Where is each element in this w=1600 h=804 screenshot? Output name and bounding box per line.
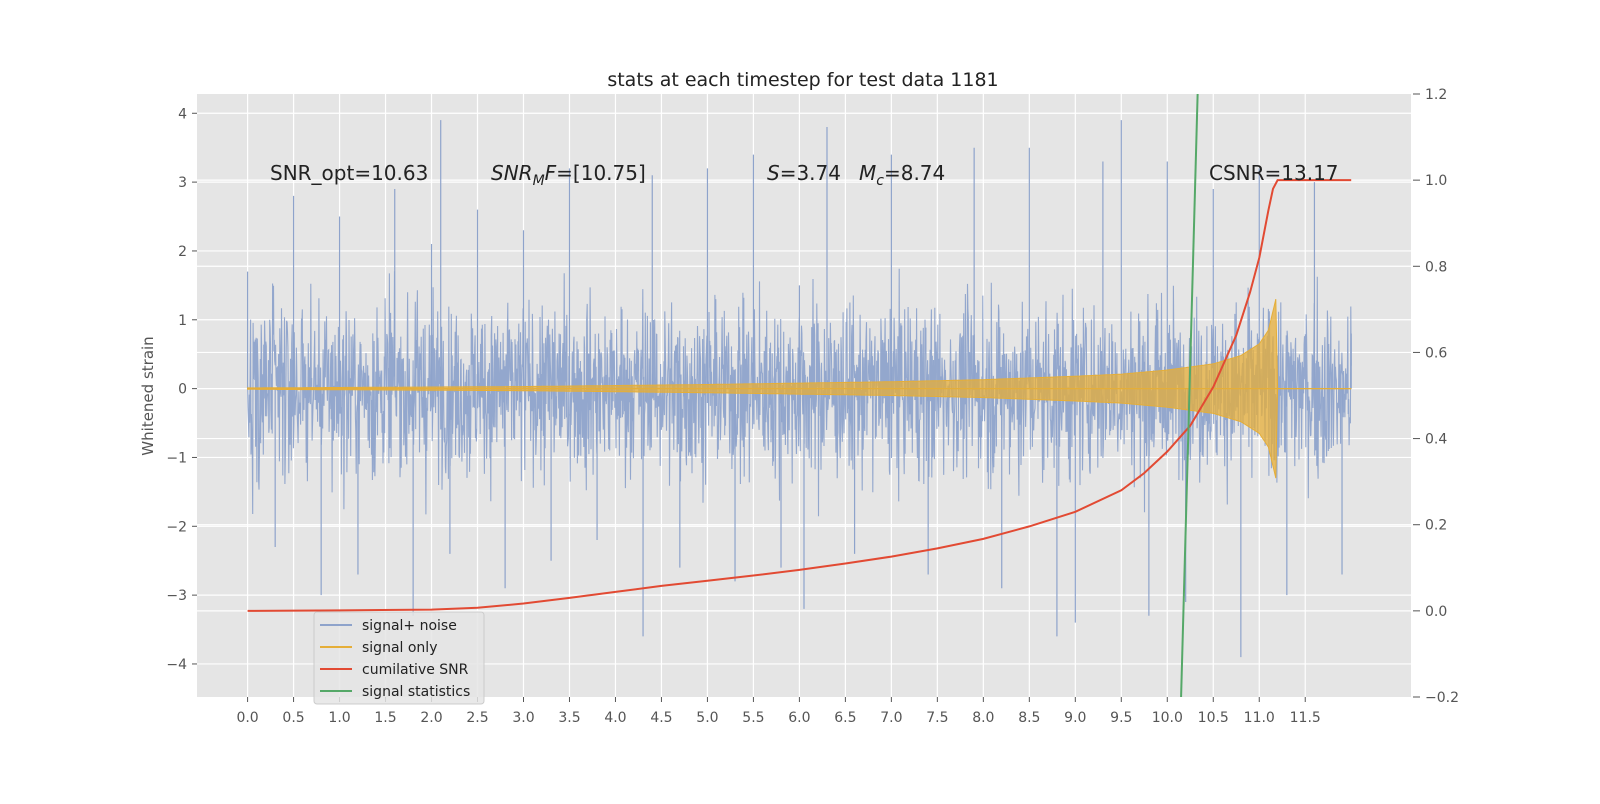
x-tick-label: 1.0 <box>328 710 350 726</box>
legend-label: cumilative SNR <box>362 662 469 678</box>
y2-tick-label: 0.8 <box>1425 259 1447 275</box>
x-tick-label: 7.5 <box>926 710 948 726</box>
x-tick-label: 3.5 <box>558 710 580 726</box>
annotations: SNR_opt=10.63 SNRMF=[10.75] S=3.74 Mc=8.7… <box>270 161 1339 189</box>
y-tick-label: 4 <box>178 106 187 122</box>
x-tick-label: 11.0 <box>1244 710 1275 726</box>
x-tick-label: 0.5 <box>282 710 304 726</box>
annotation-snr-mf: SNRMF=[10.75] <box>491 161 646 189</box>
y2-tick-label: 1.2 <box>1425 87 1447 103</box>
x-tick-label: 6.5 <box>834 710 856 726</box>
y-tick-label: 3 <box>178 175 187 191</box>
y-tick-label: −4 <box>166 657 187 673</box>
x-ticks: 0.0 0.5 1.0 1.5 2.0 2.5 3.0 3.5 4.0 4.5 5.0 5.5 6.0 6… <box>236 697 1321 726</box>
x-tick-label: 3.0 <box>512 710 534 726</box>
x-tick-label: 2.5 <box>466 710 488 726</box>
data-layer <box>246 93 1352 698</box>
y2-ticks: −0.2 0.0 0.2 0.4 0.6 0.8 1.0 1.2 <box>1413 87 1459 706</box>
y2-tick-label: 0.0 <box>1425 604 1447 620</box>
x-tick-label: 10.5 <box>1198 710 1229 726</box>
y-ticks: −4 −3 −2 −1 0 1 2 3 4 <box>166 106 197 673</box>
y2-tick-label: 0.4 <box>1425 432 1447 448</box>
x-tick-label: 9.5 <box>1110 710 1132 726</box>
y-tick-label: 0 <box>178 382 187 398</box>
x-tick-label: 5.0 <box>696 710 718 726</box>
series-signal-statistics-line <box>1180 93 1199 698</box>
legend-label: signal+ noise <box>362 618 457 634</box>
x-tick-label: 2.0 <box>420 710 442 726</box>
y2-tick-label: 1.0 <box>1425 173 1447 189</box>
x-tick-label: 10.0 <box>1152 710 1183 726</box>
x-tick-label: 8.0 <box>972 710 994 726</box>
y-axis-label: Whitened strain <box>139 336 157 455</box>
y-tick-label: −2 <box>166 519 187 535</box>
x-tick-label: 5.5 <box>742 710 764 726</box>
y-tick-label: 1 <box>178 313 187 329</box>
x-tick-label: 11.5 <box>1290 710 1321 726</box>
y2-tick-label: −0.2 <box>1425 690 1459 706</box>
annotation-snr-opt: SNR_opt=10.63 <box>270 161 428 185</box>
x-tick-label: 6.0 <box>788 710 810 726</box>
x-tick-label: 9.0 <box>1064 710 1086 726</box>
annotation-s-mc: S=3.74 Mc=8.74 <box>767 161 945 189</box>
x-tick-label: 7.0 <box>880 710 902 726</box>
y2-tick-label: 0.6 <box>1425 345 1447 361</box>
legend-label: signal statistics <box>362 684 470 700</box>
y2-tick-label: 0.2 <box>1425 518 1447 534</box>
x-tick-label: 0.0 <box>236 710 258 726</box>
x-tick-label: 1.5 <box>374 710 396 726</box>
x-tick-label: 4.5 <box>650 710 672 726</box>
x-tick-label: 8.5 <box>1018 710 1040 726</box>
series-cumulative-snr-line <box>247 179 1352 612</box>
legend-box <box>313 611 485 705</box>
y-tick-label: −1 <box>166 450 187 466</box>
y-tick-label: −3 <box>166 588 187 604</box>
x-tick-label: 4.0 <box>604 710 626 726</box>
chart-title: stats at each timestep for test data 118… <box>607 69 998 91</box>
annotation-csnr: CSNR=13.17 <box>1209 161 1339 185</box>
legend-label: signal only <box>362 640 437 656</box>
legend: signal+ noise signal only cumilative SNR si… <box>313 611 485 705</box>
y-tick-label: 2 <box>178 244 187 260</box>
